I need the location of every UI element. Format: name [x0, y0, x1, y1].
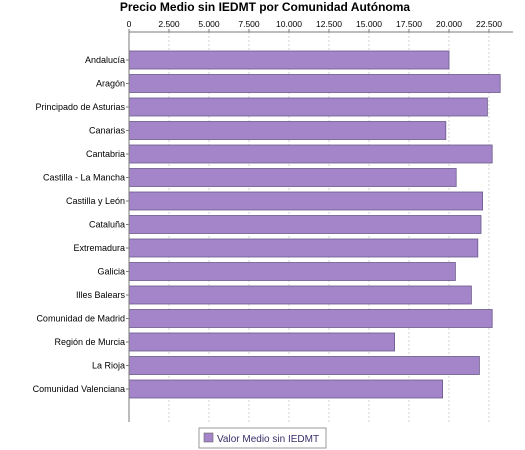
bar — [128, 332, 396, 352]
category-label: Castilla - La Mancha — [43, 173, 125, 183]
category-label: Cataluña — [89, 220, 125, 230]
bars — [128, 50, 501, 399]
legend: Valor Medio sin IEDMT — [198, 427, 327, 449]
bar — [128, 144, 493, 164]
legend-swatch — [203, 432, 214, 443]
x-tick-label: 5.000 — [198, 19, 220, 29]
category-label: Región de Murcia — [54, 337, 125, 347]
bar — [128, 215, 482, 234]
category-label: La Rioja — [92, 361, 125, 371]
bar — [128, 168, 457, 187]
category-label: Canarias — [89, 126, 126, 136]
x-axis-ticks: 0 2.500 5.000 7.500 10.000 12.500 15.000 17.500… — [127, 19, 502, 32]
bar — [128, 379, 444, 399]
category-label: Extremadura — [73, 243, 125, 253]
bar — [128, 285, 472, 305]
bar — [128, 356, 480, 375]
x-tick-label: 2.500 — [158, 19, 180, 29]
x-tick-label: 20.000 — [436, 19, 462, 29]
bar — [128, 309, 493, 328]
category-label: Castilla y León — [66, 196, 125, 206]
x-tick-label: 0 — [127, 19, 132, 29]
legend-label: Valor Medio sin IEDMT — [217, 434, 319, 445]
x-tick-label: 10.000 — [276, 19, 302, 29]
x-tick-label: 7.500 — [238, 19, 260, 29]
legend-border — [198, 427, 327, 449]
bar — [128, 50, 450, 70]
bar — [128, 262, 456, 281]
bar — [128, 121, 447, 140]
category-label: Galicia — [97, 267, 125, 277]
bar — [128, 97, 488, 117]
category-label: Cantabria — [86, 149, 125, 159]
x-tick-label: 17.500 — [396, 19, 422, 29]
category-label: Illes Balears — [76, 290, 126, 300]
category-label: Aragón — [96, 79, 125, 89]
x-tick-label: 22.500 — [476, 19, 502, 29]
x-tick-label: 15.000 — [356, 19, 382, 29]
category-label: Comunidad Valenciana — [33, 384, 125, 394]
x-tick-label: 12.500 — [316, 19, 342, 29]
category-label: Comunidad de Madrid — [36, 314, 125, 324]
chart-title: Precio Medio sin IEDMT por Comunidad Aut… — [120, 0, 411, 14]
bar — [128, 238, 479, 258]
category-labels: Andalucía Aragón Principado de Asturias Can… — [33, 55, 129, 394]
category-label: Andalucía — [85, 55, 125, 65]
bar — [128, 191, 484, 211]
bar — [128, 74, 501, 93]
category-label: Principado de Asturias — [35, 102, 125, 112]
